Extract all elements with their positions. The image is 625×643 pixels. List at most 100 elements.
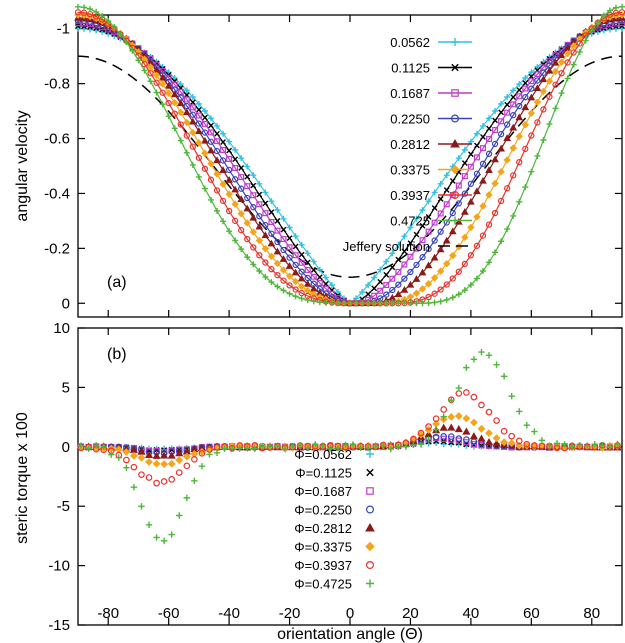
panel-b-point <box>221 445 228 452</box>
panel-b-point <box>485 408 493 416</box>
panel-a-ylabel: angular velocity <box>14 110 31 221</box>
panel-b-legend-label: Φ=0.3375 <box>294 540 352 555</box>
panel-a-point <box>232 176 239 183</box>
panel-b-point <box>152 451 161 459</box>
panel-b-point <box>538 437 546 444</box>
panel-a-point <box>170 90 179 98</box>
panel-a-point <box>510 172 517 179</box>
panel-a-point <box>135 57 142 64</box>
panel-b-series-Φ=0.4725 <box>77 348 621 545</box>
panel-a-point <box>304 297 311 304</box>
panel-b-point <box>198 463 206 470</box>
panel-b-ytick-label: -10 <box>48 558 70 575</box>
panel-a-point <box>498 118 505 125</box>
panel-a-point <box>454 217 463 225</box>
panel-b-point <box>251 445 258 453</box>
panel-a-line-0.1687 <box>77 22 623 304</box>
panel-a-point <box>189 143 196 150</box>
panel-a-point <box>491 155 499 163</box>
panel-b-legend-marker <box>366 487 374 495</box>
panel-a-legend-label: 0.0562 <box>390 35 430 50</box>
panel-b-point <box>152 459 161 468</box>
panel-a-point <box>516 81 523 88</box>
panel-b-point <box>454 412 463 420</box>
panel-a-point <box>425 245 432 253</box>
panel-a-point <box>431 237 438 244</box>
panel-b-point <box>77 442 85 449</box>
panel-b-legend-label: Φ=0.2250 <box>294 503 352 518</box>
panel-a-point <box>540 137 547 144</box>
panel-a-point <box>182 108 191 116</box>
panel-a-point <box>280 226 287 233</box>
panel-a-point <box>437 286 444 293</box>
panel-a-ticks: 0 -0.2 -0.4 -0.6 -0.8 -1 <box>44 15 622 317</box>
panel-a-point <box>504 185 511 192</box>
panel-a-point <box>207 159 215 168</box>
panel-a-point <box>262 189 269 196</box>
panel-b-point <box>470 418 478 427</box>
panel-a-point <box>177 88 184 95</box>
panel-a-point <box>383 282 390 289</box>
panel-a-point <box>232 156 239 163</box>
panel-a-point <box>522 145 529 153</box>
panel-a-point <box>455 200 462 207</box>
panel-a-point <box>147 78 154 85</box>
panel-a-point <box>479 145 486 152</box>
panel-b-point <box>213 449 221 456</box>
panel-a-point <box>473 130 480 137</box>
panel-a-point <box>207 146 215 154</box>
panel-a-point <box>220 139 226 145</box>
panel-b-point <box>410 435 417 443</box>
panel-a-point <box>262 273 269 280</box>
panel-a-point <box>286 290 293 297</box>
panel-a-point <box>274 238 281 246</box>
panel-b-point <box>289 443 296 451</box>
panel-b-point <box>281 445 289 453</box>
panel-a-point <box>534 152 541 159</box>
panel-a-point <box>545 66 554 74</box>
panel-b-point <box>500 427 508 435</box>
panel-a-point <box>497 131 505 138</box>
panel-a-series-0.3375 <box>74 11 625 307</box>
panel-a-point <box>528 132 535 139</box>
panel-b-xtick-label: -80 <box>97 605 119 622</box>
panel-a-point <box>226 138 233 145</box>
panel-a-point <box>467 281 474 288</box>
panel-a-point <box>274 272 281 279</box>
panel-a-series-0.3937 <box>74 9 625 307</box>
panel-b-point <box>425 423 432 430</box>
panel-b-point <box>553 440 561 447</box>
panel-b-point <box>100 443 107 450</box>
panel-a-point <box>551 58 560 66</box>
panel-b-point <box>259 443 266 450</box>
panel-a-point <box>195 112 202 119</box>
panel-a-point <box>244 163 251 170</box>
panel-a-point <box>570 49 577 56</box>
panel-a-point <box>255 236 264 245</box>
panel-a-point <box>443 172 450 179</box>
panel-a-point <box>424 280 433 288</box>
panel-b-point <box>478 348 485 356</box>
panel-b-legend-marker <box>365 522 375 532</box>
panel-a-point <box>347 300 353 307</box>
panel-b-point <box>236 445 243 452</box>
panel-a-point <box>213 156 221 164</box>
panel-a-point <box>522 85 529 92</box>
panel-a-point <box>527 109 536 118</box>
panel-a-point <box>303 280 312 287</box>
panel-a-point <box>486 125 492 132</box>
panel-b-point <box>167 451 176 459</box>
panel-a-point <box>413 261 420 269</box>
panel-b-xtick-label: 20 <box>402 605 419 622</box>
panel-b-point <box>130 451 138 460</box>
panel-a-point <box>147 70 154 77</box>
panel-a-point <box>509 144 517 152</box>
panel-a-point <box>310 258 317 265</box>
panel-b-point <box>432 426 440 433</box>
panel-a-point <box>93 8 100 15</box>
panel-a-series-0.4725 <box>75 3 625 307</box>
panel-a-point <box>244 235 251 243</box>
panel-a-point <box>467 223 475 232</box>
panel-a-legend-label: 0.1125 <box>391 61 430 76</box>
panel-a-point <box>189 93 196 100</box>
